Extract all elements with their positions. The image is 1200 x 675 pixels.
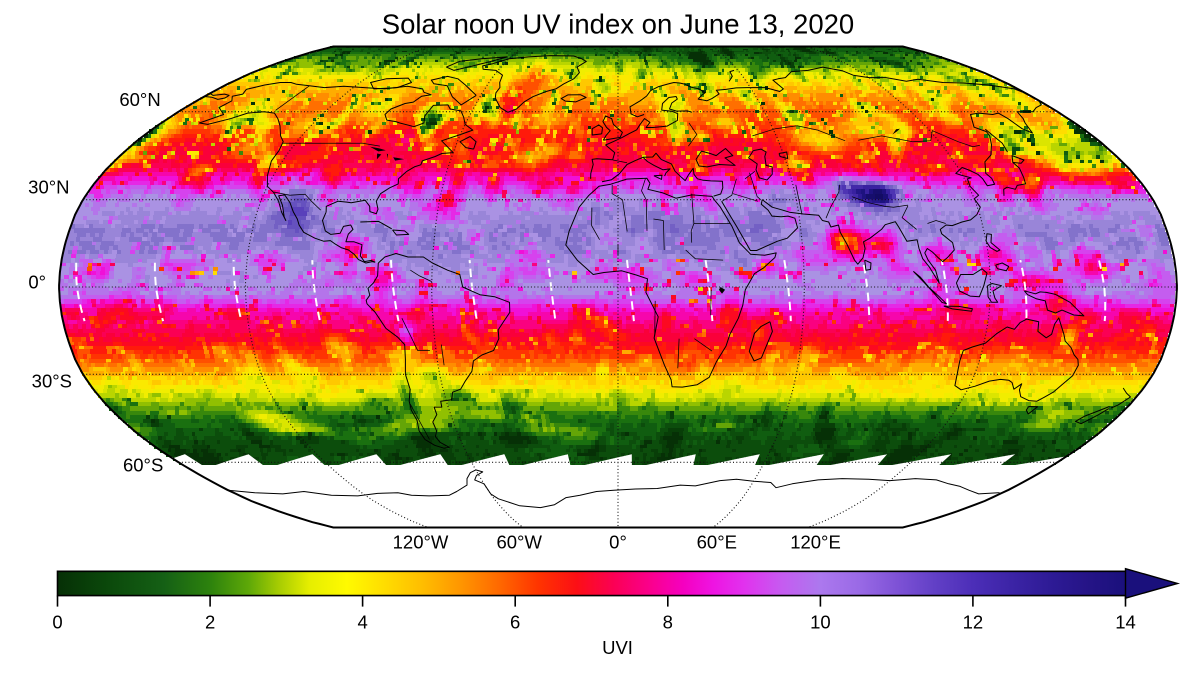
svg-text:2: 2 — [205, 612, 215, 633]
svg-text:60°E: 60°E — [697, 531, 737, 552]
svg-text:10: 10 — [810, 612, 831, 633]
svg-text:12: 12 — [963, 612, 984, 633]
svg-text:120°W: 120°W — [393, 531, 449, 552]
svg-text:6: 6 — [510, 612, 520, 633]
svg-text:0: 0 — [52, 612, 62, 633]
svg-text:120°E: 120°E — [790, 531, 841, 552]
svg-text:60°S: 60°S — [123, 454, 163, 475]
svg-text:0°: 0° — [609, 531, 627, 552]
svg-text:14: 14 — [1115, 612, 1136, 633]
svg-text:UVI: UVI — [602, 637, 633, 658]
svg-text:60°N: 60°N — [119, 89, 160, 110]
svg-text:Solar noon UV index on June 13: Solar noon UV index on June 13, 2020 — [382, 9, 854, 40]
svg-text:0°: 0° — [28, 272, 46, 293]
svg-text:4: 4 — [357, 612, 367, 633]
svg-text:60°W: 60°W — [496, 531, 542, 552]
svg-text:30°N: 30°N — [28, 177, 69, 198]
svg-text:30°S: 30°S — [32, 370, 72, 391]
svg-text:8: 8 — [663, 612, 673, 633]
